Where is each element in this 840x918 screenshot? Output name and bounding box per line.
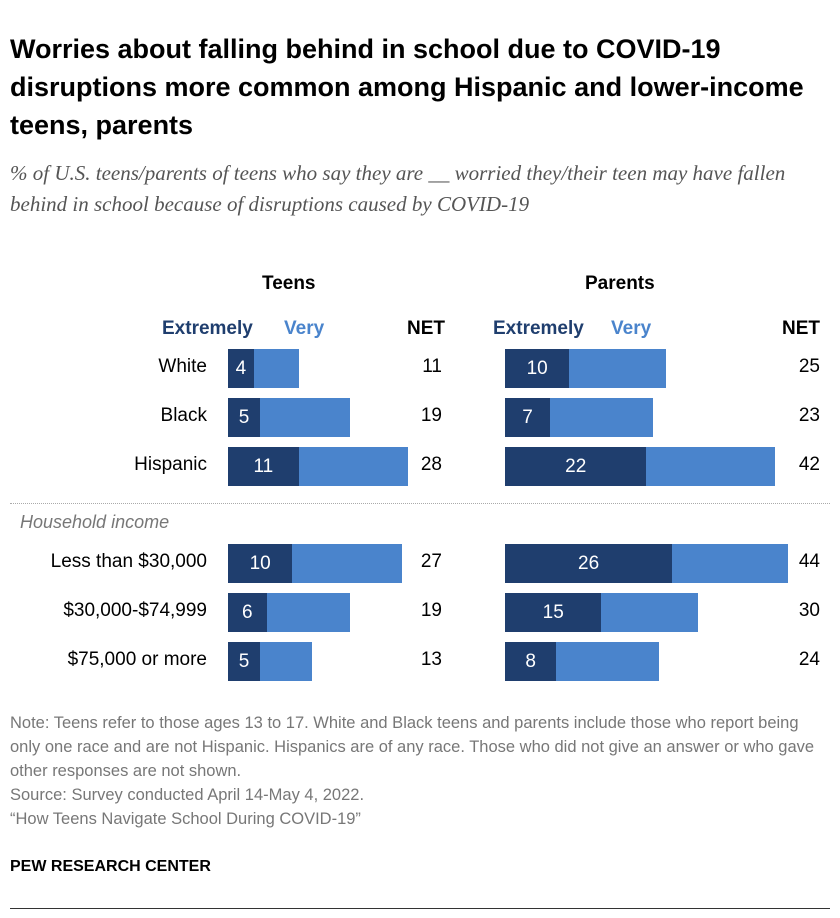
teens-extremely-value: 5 [238,650,250,672]
teens-very-bar [292,543,402,583]
parents-net-value: 30 [798,600,820,621]
report-title: “How Teens Navigate School During COVID-… [10,810,361,828]
parents-extremely-bar [505,446,647,486]
teens-net-value: 27 [420,551,442,572]
parents-extremely-bar [505,592,602,632]
parents-very-bar [556,641,660,681]
parents-extremely-value: 8 [525,650,536,672]
legend-net-parents: NET [782,318,820,339]
teens-extremely-bar [228,446,299,486]
group-divider [10,503,830,504]
teens-net-value: 13 [420,649,442,670]
legend-net-teens: NET [407,318,445,339]
parents-very-bar [672,543,788,583]
parents-very-bar [569,348,666,388]
teens-extremely-bar [228,592,267,632]
teens-extremely-value: 4 [235,357,247,379]
parents-net-value: 23 [798,405,820,426]
parents-very-bar [646,446,776,486]
category-label: $30,000-$74,999 [63,600,207,621]
parents-net-value: 44 [798,551,820,572]
category-label: $75,000 or more [67,649,207,670]
parents-extremely-bar [505,397,550,437]
legend-extremely-parents: Extremely [493,318,584,339]
teens-extremely-bar [228,641,261,681]
parents-extremely-value: 26 [578,552,600,574]
parents-extremely-value: 7 [522,406,533,428]
teens-very-bar [260,641,312,681]
bottom-rule [10,908,830,909]
teens-net-value: 28 [420,454,442,475]
parents-very-bar [601,592,698,632]
teens-very-bar [260,397,351,437]
category-label: Less than $30,000 [50,551,207,572]
parents-net-value: 42 [798,454,820,475]
teens-extremely-bar [228,397,261,437]
category-label: Black [160,405,207,426]
teens-very-bar [253,348,299,388]
teens-extremely-value: 6 [242,601,253,623]
parents-extremely-value: 22 [565,455,587,477]
parents-extremely-value: 15 [542,601,564,623]
chart-title: Worries about falling behind in school d… [10,34,804,140]
teens-extremely-bar [228,348,254,388]
teens-net-value: 19 [420,600,442,621]
teens-very-bar [266,592,351,632]
note-text: Note: Teens refer to those ages 13 to 17… [10,714,815,780]
chart-subtitle: % of U.S. teens/parents of teens who say… [10,161,786,216]
parents-net-value: 25 [798,356,820,377]
teens-extremely-value: 10 [249,552,271,574]
category-label: Hispanic [134,454,207,475]
teens-net-value: 11 [422,356,442,377]
category-label: White [158,356,207,377]
parents-extremely-bar [505,348,570,388]
notes: Note: Teens refer to those ages 13 to 17… [10,711,830,831]
parents-extremely-bar [505,641,557,681]
teens-net-value: 19 [420,405,442,426]
legend-extremely-teens: Extremely [162,318,253,339]
parents-extremely-value: 10 [526,357,548,379]
parents-net-value: 24 [798,649,820,670]
group-label-income: Household income [20,512,170,532]
teens-extremely-bar [228,543,293,583]
legend-very-teens: Very [284,318,325,339]
teens-extremely-value: 11 [253,455,274,477]
source-text: Source: Survey conducted April 14-May 4,… [10,786,365,804]
legend-very-parents: Very [611,318,652,339]
panel-title-teens: Teens [262,273,316,294]
panel-title-parents: Parents [585,273,655,294]
parents-extremely-bar [505,543,673,583]
pew-logo: PEW RESEARCH CENTER [10,858,211,875]
parents-very-bar [550,397,653,437]
teens-extremely-value: 5 [238,406,250,428]
teens-very-bar [298,446,409,486]
